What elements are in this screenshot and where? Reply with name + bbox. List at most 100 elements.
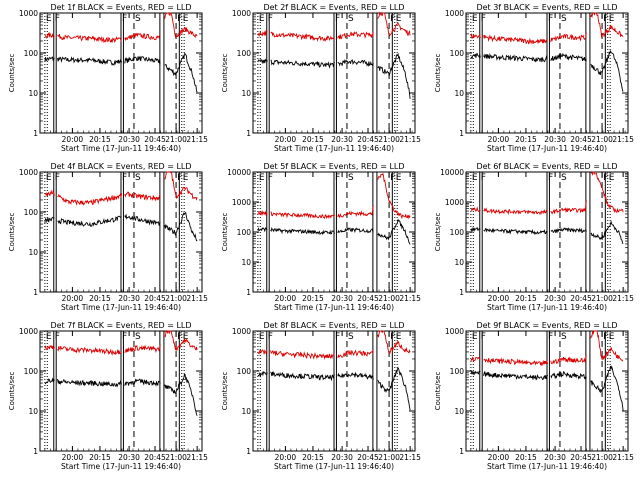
x-tick-label: 20:00 xyxy=(62,453,84,462)
x-tick-label: 21:15 xyxy=(399,453,421,462)
y-tick-label: 1 xyxy=(246,447,251,456)
series-line-events xyxy=(257,218,411,245)
panel-det-8: Det 8f BLACK = Events, RED = LLD 1 10 100 10… xyxy=(221,321,421,471)
x-tick-label: 20:30 xyxy=(331,453,353,462)
x-tick-label: 20:30 xyxy=(544,453,566,462)
panel-det-1: Det 1f BLACK = Events, RED = LLD 1 10 100 10… xyxy=(8,3,208,153)
series-line-lld xyxy=(470,171,624,216)
series-line-events xyxy=(470,219,624,244)
y-tick-label: 1 xyxy=(459,129,464,138)
series-line-lld xyxy=(470,330,624,366)
x-tick-label: 21:15 xyxy=(186,453,208,462)
y-tick-label: 1000 xyxy=(445,198,464,207)
y-tick-label: 1000 xyxy=(19,168,38,177)
y-tick-label: 10 xyxy=(241,407,251,416)
x-tick-label: 20:00 xyxy=(488,135,510,144)
y-tick-label: 100 xyxy=(237,228,252,237)
x-tick-label: 21:15 xyxy=(612,453,634,462)
x-tick-label: 21:00 xyxy=(165,135,187,144)
marker-letter: S xyxy=(135,14,141,24)
y-axis-label: Counts/sec xyxy=(434,372,442,411)
x-tick-label: 20:45 xyxy=(570,453,592,462)
y-tick-label: 1000 xyxy=(232,198,251,207)
marker-letter: F xyxy=(55,173,60,183)
y-tick-label: 1000 xyxy=(445,9,464,18)
panel-title: Det 3f BLACK = Events, RED = LLD xyxy=(476,3,617,12)
marker-letter: E xyxy=(609,173,615,183)
y-tick-label: 1000 xyxy=(19,327,38,336)
panel-title: Det 7f BLACK = Events, RED = LLD xyxy=(50,321,191,330)
marker-letter: S xyxy=(348,332,354,342)
panel-title: Det 2f BLACK = Events, RED = LLD xyxy=(263,3,404,12)
marker-letter: S xyxy=(561,332,567,342)
marker-letter: E xyxy=(183,332,189,342)
x-axis-label: Start Time (17-Jun-11 19:46:40) xyxy=(61,303,181,312)
x-tick-label: 21:15 xyxy=(186,135,208,144)
x-tick-label: 21:00 xyxy=(591,294,613,303)
series-line-events xyxy=(44,373,198,416)
marker-letter: S xyxy=(348,14,354,24)
x-tick-label: 21:15 xyxy=(186,294,208,303)
y-tick-label: 1000 xyxy=(19,9,38,18)
panel-title: Det 1f BLACK = Events, RED = LLD xyxy=(50,3,191,12)
y-axis-label: Counts/sec xyxy=(8,54,16,93)
y-tick-label: 100 xyxy=(24,49,39,58)
y-tick-label: 10 xyxy=(454,407,464,416)
x-tick-label: 20:45 xyxy=(357,294,379,303)
y-tick-label: 10 xyxy=(454,258,464,267)
y-tick-label: 100 xyxy=(450,367,465,376)
series-line-lld xyxy=(257,330,411,360)
y-tick-label: 10 xyxy=(241,89,251,98)
marker-letter: F xyxy=(481,332,486,342)
panel-det-7: Det 7f BLACK = Events, RED = LLD 1 10 100 10… xyxy=(8,321,208,471)
x-tick-label: 20:45 xyxy=(570,135,592,144)
y-tick-label: 1 xyxy=(459,288,464,297)
marker-letter: F xyxy=(122,332,127,342)
series-line-lld xyxy=(257,11,411,42)
x-tick-label: 20:00 xyxy=(488,294,510,303)
marker-letter: S xyxy=(135,173,141,183)
marker-letter: F xyxy=(335,332,340,342)
marker-letter: E xyxy=(396,332,402,342)
y-tick-label: 1000 xyxy=(232,327,251,336)
x-axis-label: Start Time (17-Jun-11 19:46:40) xyxy=(274,144,394,153)
y-tick-label: 10000 xyxy=(227,168,251,177)
y-tick-label: 100 xyxy=(237,49,252,58)
panel-det-9: Det 9f BLACK = Events, RED = LLD 1 10 100 10… xyxy=(434,321,634,471)
marker-letter: E xyxy=(259,173,265,183)
marker-letter: E xyxy=(46,14,52,24)
marker-letter: E xyxy=(259,14,265,24)
x-tick-label: 21:00 xyxy=(591,135,613,144)
y-tick-label: 1 xyxy=(33,288,38,297)
marker-letter: E xyxy=(609,14,615,24)
y-tick-label: 10 xyxy=(454,89,464,98)
series-line-lld xyxy=(44,171,198,206)
x-tick-label: 20:15 xyxy=(89,453,111,462)
x-tick-label: 20:00 xyxy=(62,135,84,144)
marker-letter: E xyxy=(472,14,478,24)
x-tick-label: 20:15 xyxy=(515,453,537,462)
series-line-lld xyxy=(470,12,624,45)
x-axis-label: Start Time (17-Jun-11 19:46:40) xyxy=(274,303,394,312)
y-axis-label: Counts/sec xyxy=(221,54,229,93)
x-tick-label: 20:30 xyxy=(118,453,140,462)
series-line-lld xyxy=(44,12,198,44)
series-line-lld xyxy=(257,172,411,220)
y-tick-label: 1000 xyxy=(232,9,251,18)
marker-letter: S xyxy=(561,14,567,24)
x-tick-label: 20:15 xyxy=(89,294,111,303)
x-axis-label: Start Time (17-Jun-11 19:46:40) xyxy=(274,462,394,471)
x-tick-label: 21:15 xyxy=(399,294,421,303)
x-axis-label: Start Time (17-Jun-11 19:46:40) xyxy=(61,462,181,471)
x-tick-label: 20:30 xyxy=(544,135,566,144)
y-tick-label: 1 xyxy=(246,129,251,138)
y-tick-label: 1 xyxy=(33,447,38,456)
x-tick-label: 20:00 xyxy=(488,453,510,462)
marker-letter: F xyxy=(481,14,486,24)
marker-letter: S xyxy=(348,173,354,183)
x-tick-label: 20:45 xyxy=(357,453,379,462)
marker-letter: F xyxy=(548,14,553,24)
marker-letter: E xyxy=(472,332,478,342)
series-line-events xyxy=(470,365,624,411)
marker-letter: F xyxy=(122,14,127,24)
